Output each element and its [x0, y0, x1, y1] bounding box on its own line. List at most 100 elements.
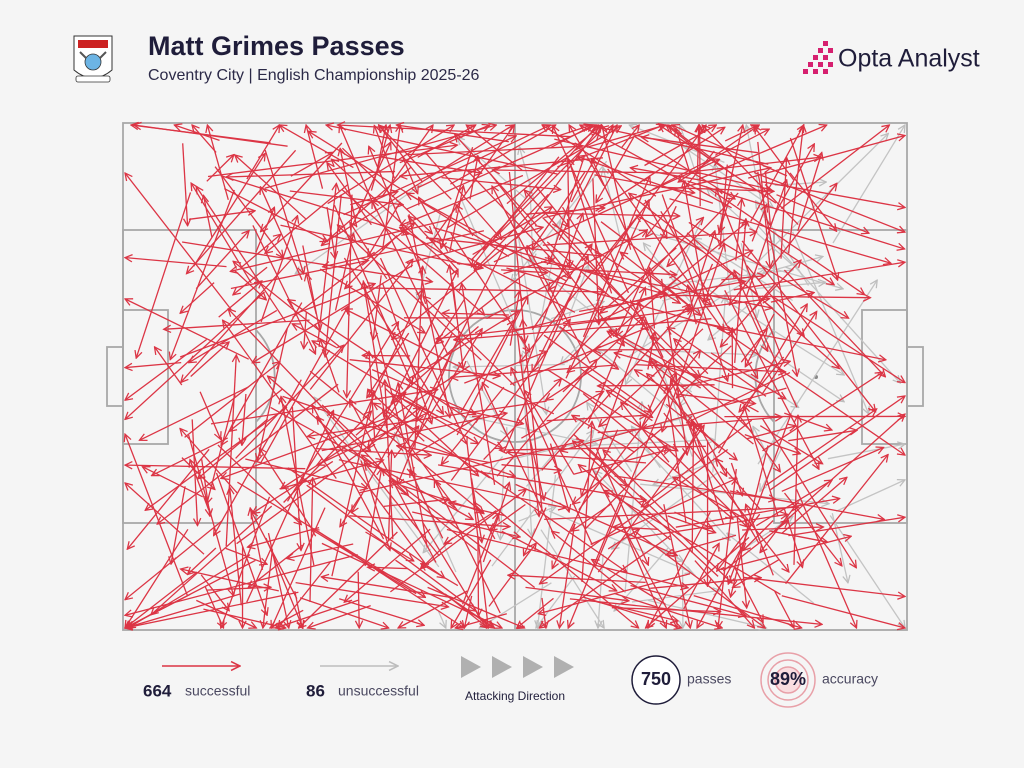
successful-pass — [246, 411, 334, 603]
successful-pass — [716, 188, 784, 361]
successful-pass — [569, 598, 822, 625]
successful-pass — [687, 231, 715, 313]
total-label: passes — [687, 671, 731, 687]
successful-pass — [741, 240, 876, 412]
successful-pass — [535, 185, 569, 227]
successful-pass — [582, 393, 733, 520]
successful-pass — [795, 489, 857, 628]
successful-pass — [669, 198, 891, 263]
successful-pass — [229, 388, 283, 431]
successful-pass — [596, 448, 649, 565]
successful-pass — [367, 332, 410, 398]
successful-pass — [398, 383, 428, 548]
successful-pass — [155, 347, 183, 386]
successful-pass — [407, 146, 582, 156]
successful-pass — [650, 268, 656, 329]
unsuccessful-pass — [694, 238, 793, 302]
successful-pass — [450, 319, 570, 481]
successful-pass — [457, 262, 677, 275]
successful-pass — [716, 459, 761, 511]
successful-pass — [770, 396, 906, 491]
accuracy-target — [760, 652, 816, 708]
successful-pass — [478, 535, 479, 616]
successful-pass — [734, 270, 798, 408]
successful-pass — [751, 260, 801, 312]
successful-pass — [258, 328, 288, 461]
successful-pass — [781, 477, 847, 534]
successful-pass — [338, 459, 566, 508]
successful-pass — [267, 532, 289, 628]
successful-pass — [389, 450, 392, 541]
successful-pass — [471, 156, 560, 267]
unsuccessful-pass — [829, 515, 905, 629]
unsuccessful-pass — [548, 510, 693, 573]
successful-pass — [503, 259, 553, 275]
successful-pass — [483, 379, 562, 461]
successful-pass — [334, 233, 354, 311]
successful-pass — [570, 217, 704, 359]
successful-pass — [396, 125, 509, 143]
successful-pass — [582, 176, 650, 338]
successful-pass — [157, 383, 339, 524]
successful-pass — [139, 386, 249, 440]
successful-pass — [520, 217, 637, 363]
successful-pass — [235, 345, 344, 459]
successful-pass — [554, 138, 771, 190]
accuracy-label: accuracy — [822, 671, 878, 687]
successful-pass — [517, 597, 554, 628]
successful-pass — [127, 448, 210, 549]
successful-pass — [206, 155, 234, 182]
successful-pass — [750, 125, 804, 222]
successful-pass — [783, 269, 885, 377]
successful-pass — [206, 587, 271, 590]
subtitle: Coventry City | English Championship 202… — [148, 67, 480, 84]
successful-pass — [667, 192, 739, 266]
unsuccessful-pass — [759, 344, 844, 402]
successful-pass — [596, 601, 679, 621]
unsuccessful-pass — [517, 235, 546, 414]
successful-pass — [753, 171, 905, 233]
successful-pass — [745, 313, 775, 367]
accuracy-value: 89% — [770, 669, 806, 689]
successful-pass — [220, 174, 410, 234]
successful-pass — [372, 201, 449, 356]
successful-pass — [676, 128, 691, 175]
successful-pass — [720, 164, 728, 246]
successful-pass — [325, 194, 342, 357]
successful-pass — [646, 536, 750, 628]
successful-pass — [195, 231, 249, 290]
successful-pass — [321, 404, 371, 452]
successful-pass — [638, 302, 664, 358]
successful-pass — [650, 578, 761, 589]
unsuccessful-pass — [792, 231, 869, 414]
successful-pass — [524, 390, 575, 475]
successful-pass — [188, 547, 217, 575]
successful-pass — [425, 237, 601, 256]
successful-pass — [276, 599, 359, 628]
successful-pass — [292, 223, 415, 319]
successful-pass — [371, 369, 476, 415]
successful-pass — [765, 409, 877, 486]
successful-pass — [733, 558, 780, 587]
successful-pass — [225, 355, 236, 547]
successful-pass — [246, 125, 280, 180]
unsuccessful-pass — [603, 168, 623, 246]
successful-pass — [125, 291, 265, 420]
successful-pass — [600, 247, 677, 313]
successful-pass — [242, 393, 246, 445]
successful-pass — [552, 531, 625, 592]
successful-pass — [460, 320, 514, 413]
successful-pass — [215, 472, 268, 615]
successful-pass — [337, 225, 482, 361]
successful-pass — [797, 153, 822, 232]
successful-pass — [226, 170, 396, 178]
successful-pass — [339, 598, 424, 626]
successful-pass — [218, 281, 262, 318]
successful-pass — [383, 499, 450, 508]
successful-pass — [774, 144, 814, 215]
successful-pass — [541, 304, 690, 471]
successful-pass — [374, 126, 396, 179]
successful-pass — [444, 593, 488, 628]
successful-pass — [152, 437, 228, 476]
successful-pass — [179, 284, 375, 358]
